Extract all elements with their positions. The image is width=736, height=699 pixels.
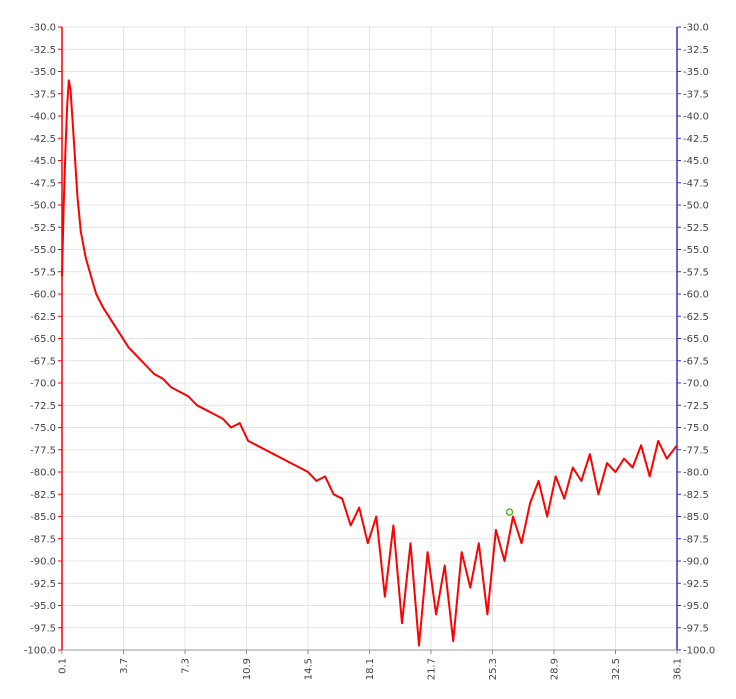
series-line	[61, 79, 678, 647]
y-tick-label-left: -60.0	[30, 290, 56, 301]
y-tick-label-right: -30.0	[683, 23, 709, 34]
y-tick-label-left: -30.0	[30, 23, 56, 34]
y-tick-label-left: -52.5	[30, 223, 56, 234]
y-tick-label-left: -70.0	[30, 379, 56, 390]
y-tick-label-left: -32.5	[30, 45, 56, 56]
y-tick-label-right: -37.5	[683, 89, 709, 100]
y-tick-label-left: -42.5	[30, 134, 56, 145]
y-tick-label-left: -92.5	[30, 579, 56, 590]
grid	[61, 26, 678, 651]
y-tick-label-left: -57.5	[30, 267, 56, 278]
x-axis-ticks: 0.1 3.7 7.3 10.9 14.5 18.1 21.7 25.3 28.9 32.5 36.…	[58, 650, 684, 680]
y-tick-label-left: -67.5	[30, 356, 56, 367]
x-tick-label: 14.5	[304, 658, 315, 680]
y-tick-label-right: -77.5	[683, 445, 709, 456]
y-tick-label-right: -70.0	[683, 379, 709, 390]
y-axis-right-ticks: -30.0 -32.5 -35.0 -37.5 -40.0 -42.5 -45.0 -47.5…	[677, 23, 715, 657]
y-tick-label-right: -67.5	[683, 356, 709, 367]
y-tick-label-left: -40.0	[30, 112, 56, 123]
y-tick-label-right: -57.5	[683, 267, 709, 278]
y-tick-label-right: -87.5	[683, 534, 709, 545]
y-tick-label-right: -72.5	[683, 401, 709, 412]
y-tick-label-left: -90.0	[30, 557, 56, 568]
y-tick-label-left: -65.0	[30, 334, 56, 345]
x-tick-label: 21.7	[427, 658, 438, 680]
y-tick-label-right: -60.0	[683, 290, 709, 301]
y-tick-label-right: -92.5	[683, 579, 709, 590]
highlight-marker[interactable]	[505, 508, 514, 516]
y-tick-label-right: -65.0	[683, 334, 709, 345]
x-tick-label: 18.1	[365, 658, 376, 680]
y-tick-label-right: -100.0	[683, 646, 715, 657]
x-tick-label: 10.9	[242, 658, 253, 680]
y-tick-label-right: -80.0	[683, 468, 709, 479]
y-tick-label-left: -87.5	[30, 534, 56, 545]
y-tick-label-right: -40.0	[683, 112, 709, 123]
y-tick-label-right: -47.5	[683, 178, 709, 189]
y-tick-label-right: -62.5	[683, 312, 709, 323]
y-tick-label-right: -95.0	[683, 601, 709, 612]
y-tick-label-left: -80.0	[30, 468, 56, 479]
x-tick-label: 7.3	[181, 658, 192, 674]
x-tick-label: 25.3	[488, 658, 499, 680]
x-tick-label: 3.7	[119, 658, 130, 674]
x-tick-label: 0.1	[58, 658, 69, 674]
y-tick-label-left: -55.0	[30, 245, 56, 256]
x-tick-label: 36.1	[673, 658, 684, 680]
highlight-marker-group	[505, 508, 514, 516]
y-tick-label-right: -35.0	[683, 67, 709, 78]
y-tick-label-left: -82.5	[30, 490, 56, 501]
y-tick-label-left: -85.0	[30, 512, 56, 523]
y-axis-left-ticks: -30.0 -32.5 -35.0 -37.5 -40.0 -42.5 -45.0 -47.5…	[24, 23, 62, 657]
y-tick-label-right: -75.0	[683, 423, 709, 434]
y-tick-label-right: -82.5	[683, 490, 709, 501]
y-tick-label-left: -77.5	[30, 445, 56, 456]
y-tick-label-left: -62.5	[30, 312, 56, 323]
x-tick-label: 32.5	[611, 658, 622, 680]
y-tick-label-right: -97.5	[683, 623, 709, 634]
y-tick-label-left: -97.5	[30, 623, 56, 634]
series-group	[61, 79, 678, 647]
y-tick-label-left: -37.5	[30, 89, 56, 100]
y-tick-label-right: -90.0	[683, 557, 709, 568]
y-tick-label-right: -42.5	[683, 134, 709, 145]
y-tick-label-left: -47.5	[30, 178, 56, 189]
y-tick-label-left: -45.0	[30, 156, 56, 167]
y-tick-label-right: -45.0	[683, 156, 709, 167]
y-tick-label-right: -32.5	[683, 45, 709, 56]
x-tick-label: 28.9	[550, 658, 561, 680]
y-tick-label-right: -50.0	[683, 201, 709, 212]
y-tick-label-left: -72.5	[30, 401, 56, 412]
y-tick-label-left: -95.0	[30, 601, 56, 612]
y-tick-label-right: -55.0	[683, 245, 709, 256]
y-tick-label-right: -52.5	[683, 223, 709, 234]
y-tick-label-left: -35.0	[30, 67, 56, 78]
y-tick-label-left: -50.0	[30, 201, 56, 212]
y-tick-label-right: -85.0	[683, 512, 709, 523]
y-tick-label-left: -100.0	[24, 646, 56, 657]
y-tick-label-left: -75.0	[30, 423, 56, 434]
